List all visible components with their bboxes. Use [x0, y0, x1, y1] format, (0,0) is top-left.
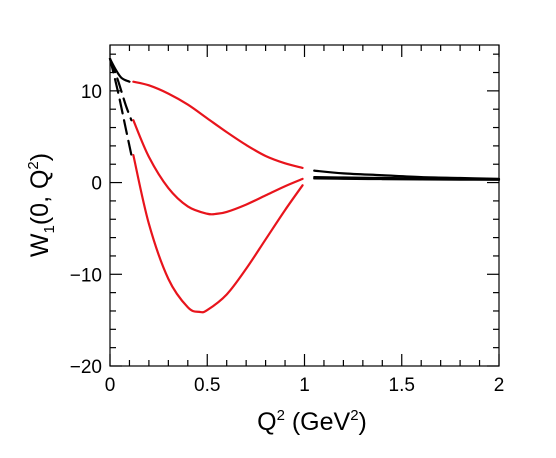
x-axis-title-sup: 2: [277, 407, 285, 424]
x-axis-title-base: Q: [257, 408, 276, 436]
y-axis-title: W1(0, Q2): [25, 153, 58, 257]
x-tick-label-3: 1: [299, 375, 310, 396]
y-tick-label-2: −10: [70, 265, 102, 286]
x-tick-label-1: 0: [105, 375, 116, 396]
series-line-5: [132, 119, 304, 216]
data-series-group: [108, 57, 501, 314]
y-axis-title-sup: 2: [25, 161, 42, 169]
series-line-3: [108, 57, 133, 157]
series-line-4: [132, 80, 304, 169]
x-axis-title: Q2 (GeV2): [257, 407, 367, 436]
series-line-6: [132, 153, 304, 314]
y-tick-label-4: 10: [81, 82, 102, 103]
x-tick-label-4: 1.5: [389, 375, 415, 396]
x-tick-label-5: 2: [494, 375, 505, 396]
y-tick-label-3: 0: [91, 174, 102, 195]
axis-ticks-group: 0 0.5 1 1.5 2 −20 −10 0 10: [70, 45, 505, 396]
y-axis-title-mid: (0, Q: [26, 170, 54, 226]
y-axis-title-sub: 1: [41, 225, 58, 233]
y-axis-title-base: W: [26, 233, 54, 257]
series-line-9: [313, 177, 501, 181]
series-line-2: [108, 57, 133, 122]
x-axis-title-end: ): [359, 408, 367, 436]
y-tick-label-1: −20: [70, 357, 102, 378]
x-axis-title-mid: (GeV: [285, 408, 351, 436]
x-axis-title-sup2: 2: [350, 407, 358, 424]
plot-frame: [109, 44, 500, 367]
y-axis-title-end: ): [26, 153, 54, 161]
x-tick-label-2: 0.5: [194, 375, 220, 396]
